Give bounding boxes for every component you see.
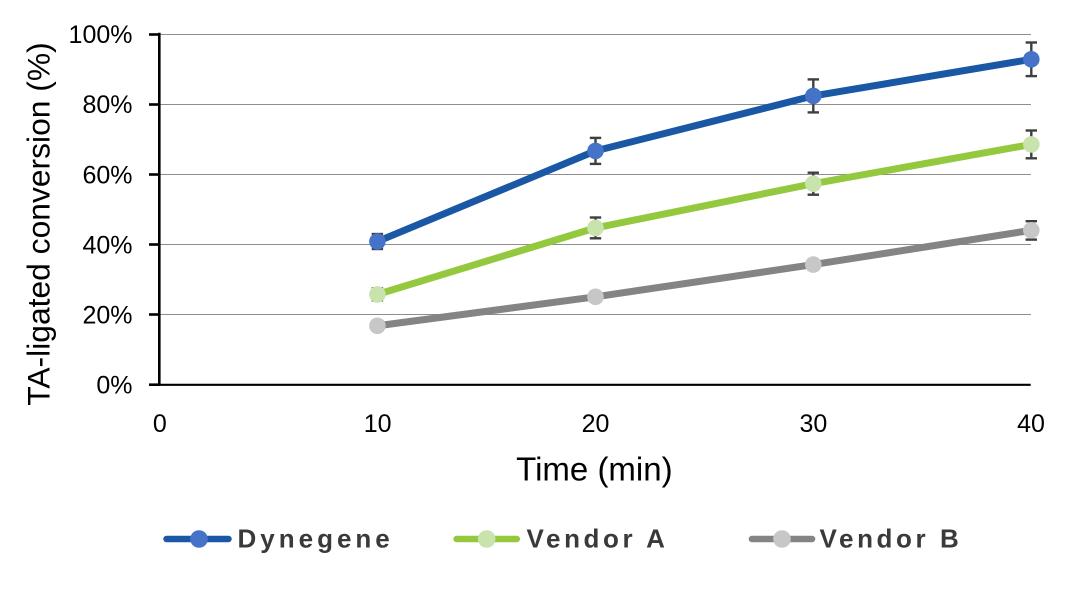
svg-text:Dynegene: Dynegene (238, 523, 394, 553)
svg-text:20%: 20% (82, 302, 132, 330)
svg-text:80%: 80% (82, 91, 132, 119)
svg-text:30: 30 (799, 410, 827, 438)
svg-text:0%: 0% (96, 372, 132, 400)
svg-text:40: 40 (1017, 410, 1045, 438)
svg-text:0: 0 (153, 410, 167, 438)
svg-text:TA-ligated conversion (%): TA-ligated conversion (%) (21, 42, 57, 405)
svg-text:Vendor A: Vendor A (527, 523, 669, 553)
svg-text:60%: 60% (82, 161, 132, 189)
svg-text:100%: 100% (69, 21, 133, 49)
svg-text:20: 20 (582, 410, 610, 438)
svg-text:10: 10 (364, 410, 392, 438)
svg-text:Time (min): Time (min) (516, 451, 672, 488)
svg-text:Vendor B: Vendor B (820, 523, 963, 553)
svg-text:40%: 40% (82, 231, 132, 259)
